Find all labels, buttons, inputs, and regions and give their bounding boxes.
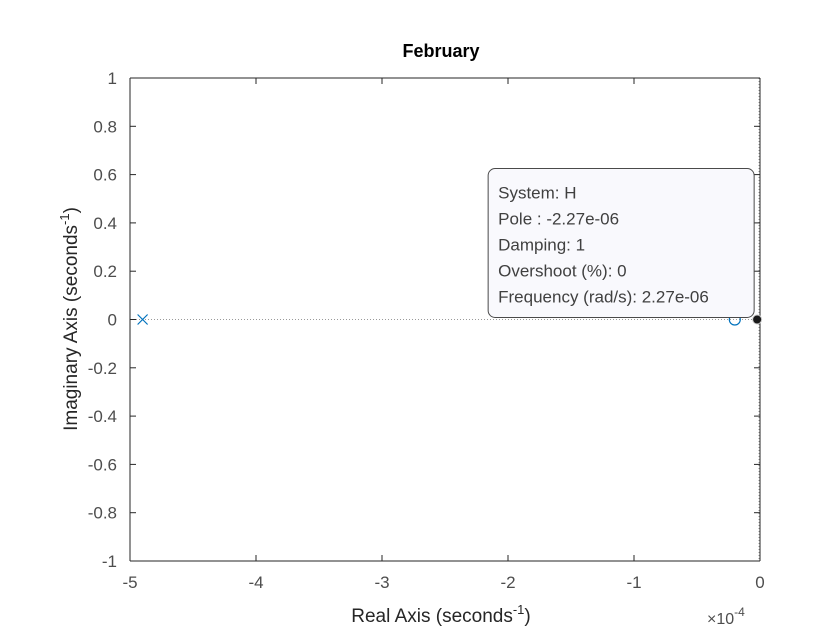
datatip-box	[487, 168, 755, 318]
datatip-line: System: H	[498, 184, 576, 203]
y-axis-label: Imaginary Axis (seconds-1)	[57, 207, 82, 431]
y-tick-label: -0.2	[88, 359, 117, 378]
y-axis-label-text: Imaginary Axis (seconds	[61, 225, 82, 431]
x-axis-exponent-power: -4	[734, 605, 745, 619]
y-tick-label: 0.8	[93, 117, 117, 136]
datatip-line: Overshoot (%): 0	[498, 262, 626, 281]
y-tick-label: -0.8	[88, 504, 117, 523]
x-axis-label-close: )	[524, 606, 530, 627]
pole-marker	[137, 314, 149, 325]
datatip-anchor-marker	[752, 314, 763, 325]
chart-title: February	[402, 41, 479, 61]
y-tick-label: 0	[108, 311, 117, 330]
x-axis-exponent-base: ×10	[707, 611, 734, 628]
y-tick-label: 0.4	[93, 214, 117, 233]
datatip-line: Pole : -2.27e-06	[498, 210, 619, 229]
x-axis-label-text: Real Axis (seconds	[351, 606, 513, 627]
x-tick-label: -5	[122, 573, 137, 592]
x-tick-label: -3	[374, 573, 389, 592]
y-tick-label: 0.2	[93, 262, 117, 281]
datatip-line: Frequency (rad/s): 2.27e-06	[498, 288, 709, 307]
x-tick-label: -4	[248, 573, 263, 592]
x-tick-label: -2	[500, 573, 515, 592]
y-axis-label-superscript: -1	[57, 213, 72, 225]
y-tick-label: -1	[102, 552, 117, 571]
x-axis-exponent: ×10-4	[707, 605, 745, 628]
pole-marker-stroke	[137, 314, 149, 325]
y-tick-label: 0.6	[93, 166, 117, 185]
y-tick-label: -0.6	[88, 455, 117, 474]
y-axis-label-close: )	[61, 207, 82, 213]
x-axis-label: Real Axis (seconds-1)	[351, 602, 530, 627]
x-axis-label-superscript: -1	[513, 602, 525, 617]
y-tick-label: 1	[108, 69, 117, 88]
x-tick-label: -1	[626, 573, 641, 592]
x-tick-label: 0	[755, 573, 764, 592]
datatip-line: Damping: 1	[498, 236, 585, 255]
y-tick-label: -0.4	[88, 407, 117, 426]
